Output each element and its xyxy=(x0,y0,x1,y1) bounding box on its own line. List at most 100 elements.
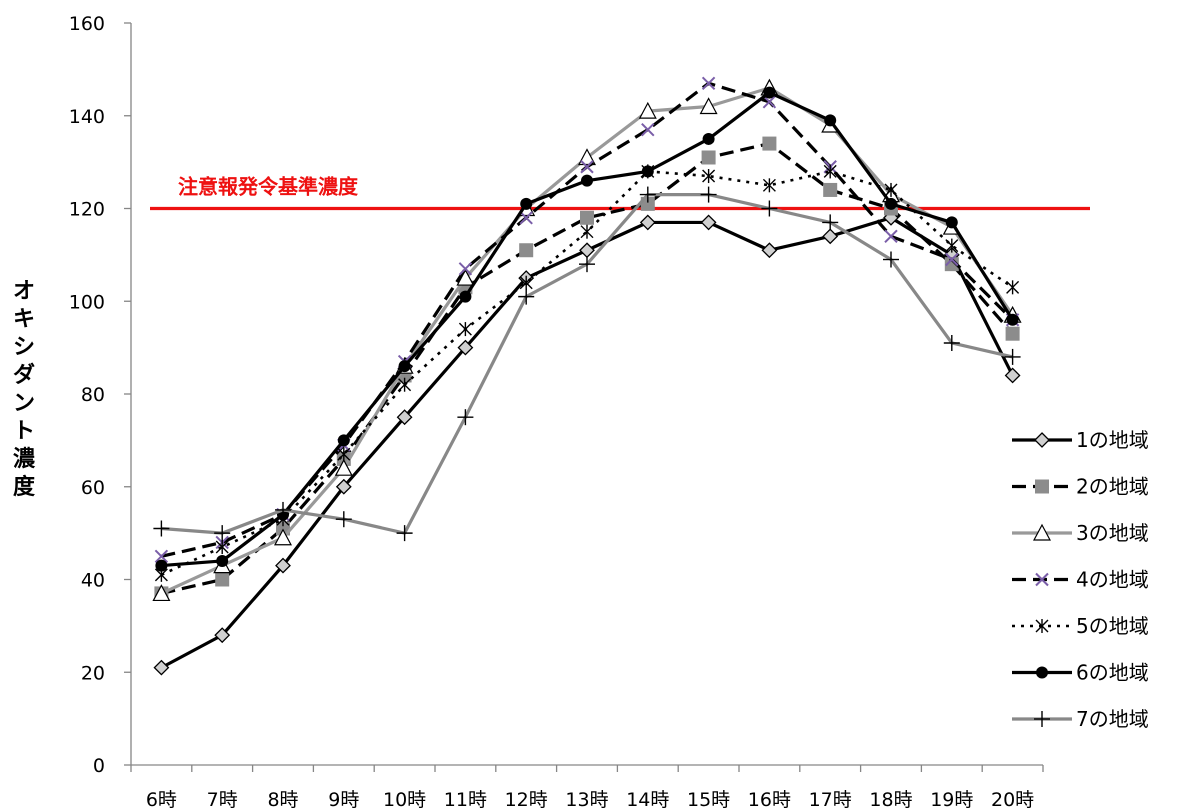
x-axis: 6時 7時 8時 9時 10時 11時 12時 13時 14時 15時 16時 17時 18時 19時 20… xyxy=(130,764,1044,811)
legend-label: 3の地域 xyxy=(1076,521,1149,545)
data-point xyxy=(153,659,170,676)
series-layer xyxy=(152,76,1022,676)
data-point xyxy=(1006,280,1020,295)
y-axis-title-char: 濃 xyxy=(13,447,36,472)
data-point xyxy=(275,557,291,574)
data-point xyxy=(337,447,351,462)
data-point xyxy=(883,251,899,268)
data-point xyxy=(824,114,837,127)
y-tick-label: 20 xyxy=(81,662,105,684)
data-point xyxy=(762,136,777,151)
data-point xyxy=(580,224,594,239)
series-line xyxy=(161,141,1014,595)
data-point xyxy=(214,525,231,542)
x-tick-label: 8時 xyxy=(267,789,298,811)
data-point xyxy=(578,148,596,166)
data-point xyxy=(519,211,533,225)
legend: 1の地域 2の地域 3の地域 4の地域 5の地域 6の地域 7の地域 xyxy=(1012,428,1149,731)
legend-label: 7の地域 xyxy=(1076,707,1149,731)
data-point xyxy=(761,200,778,217)
y-tick-label: 120 xyxy=(69,199,105,221)
data-point xyxy=(699,97,718,115)
data-point xyxy=(884,229,898,244)
legend-item: 4の地域 xyxy=(1012,568,1149,592)
data-point xyxy=(518,288,535,305)
y-tick-label: 160 xyxy=(69,13,105,35)
data-point xyxy=(702,132,715,145)
data-point xyxy=(822,214,839,231)
data-point xyxy=(520,197,533,210)
data-point xyxy=(639,214,656,231)
legend-swatch-marker xyxy=(1034,711,1050,727)
data-point xyxy=(1005,326,1020,341)
x-tick-label: 17時 xyxy=(809,789,852,811)
data-point xyxy=(641,122,655,137)
data-point xyxy=(519,275,533,290)
data-point xyxy=(701,150,716,165)
data-point xyxy=(580,210,594,225)
y-axis-title-char: ト xyxy=(13,419,35,444)
data-point xyxy=(823,182,838,197)
y-tick-label: 100 xyxy=(69,291,105,313)
data-point xyxy=(519,243,534,258)
legend-item: 3の地域 xyxy=(1012,521,1149,545)
data-point xyxy=(884,182,898,197)
data-point xyxy=(457,409,474,426)
data-point xyxy=(822,228,839,245)
legend-item: 5の地域 xyxy=(1012,614,1149,638)
data-point xyxy=(1004,348,1021,365)
legend-label: 2の地域 xyxy=(1076,475,1149,499)
data-point xyxy=(215,572,230,587)
x-tick-label: 16時 xyxy=(748,789,791,811)
legend-swatch-marker xyxy=(1033,523,1051,541)
legend-item: 1の地域 xyxy=(1012,428,1149,452)
data-point xyxy=(581,174,593,187)
x-tick-label: 18時 xyxy=(869,789,912,811)
y-tick-label: 0 xyxy=(93,755,105,777)
data-point xyxy=(155,559,168,572)
data-point xyxy=(761,242,778,259)
data-point xyxy=(700,214,717,231)
data-point xyxy=(1004,367,1021,384)
data-point xyxy=(885,197,897,210)
legend-item: 2の地域 xyxy=(1012,475,1149,499)
y-axis-title-char: オ xyxy=(13,279,35,304)
reference-line-label: 注意報発令基準濃度 xyxy=(178,175,359,199)
data-point xyxy=(214,627,231,644)
data-point xyxy=(458,322,472,337)
legend-swatch-marker xyxy=(1035,479,1049,494)
y-axis-title-char: ダ xyxy=(13,362,35,388)
legend-item: 7の地域 xyxy=(1012,707,1149,731)
data-point xyxy=(639,186,656,203)
x-tick-label: 10時 xyxy=(383,789,426,811)
x-tick-label: 19時 xyxy=(930,789,973,811)
data-point xyxy=(945,216,958,229)
data-point xyxy=(153,520,170,537)
y-tick-label: 60 xyxy=(81,477,105,499)
legend-swatch-marker xyxy=(1034,432,1050,448)
data-point xyxy=(337,434,350,447)
data-point xyxy=(275,501,291,518)
x-tick-label: 12時 xyxy=(505,789,548,811)
data-point xyxy=(274,528,292,546)
data-point xyxy=(1006,313,1019,326)
y-axis-title-char: キ xyxy=(13,307,35,332)
data-point xyxy=(335,478,352,495)
data-point xyxy=(702,169,716,184)
data-point xyxy=(215,540,229,555)
legend-label: 5の地域 xyxy=(1076,614,1149,638)
x-tick-label: 13時 xyxy=(565,789,608,811)
x-tick-label: 14時 xyxy=(626,789,669,811)
y-tick-label: 80 xyxy=(81,384,105,406)
x-tick-label: 11時 xyxy=(444,789,487,811)
data-point xyxy=(398,377,412,392)
y-axis-title-char: シ xyxy=(13,335,35,360)
data-point xyxy=(580,160,594,174)
data-point xyxy=(154,549,169,564)
data-point xyxy=(396,409,413,426)
data-point xyxy=(396,525,413,542)
data-point xyxy=(945,238,959,253)
data-point xyxy=(762,95,777,109)
data-point xyxy=(216,554,229,567)
data-point xyxy=(579,256,595,273)
